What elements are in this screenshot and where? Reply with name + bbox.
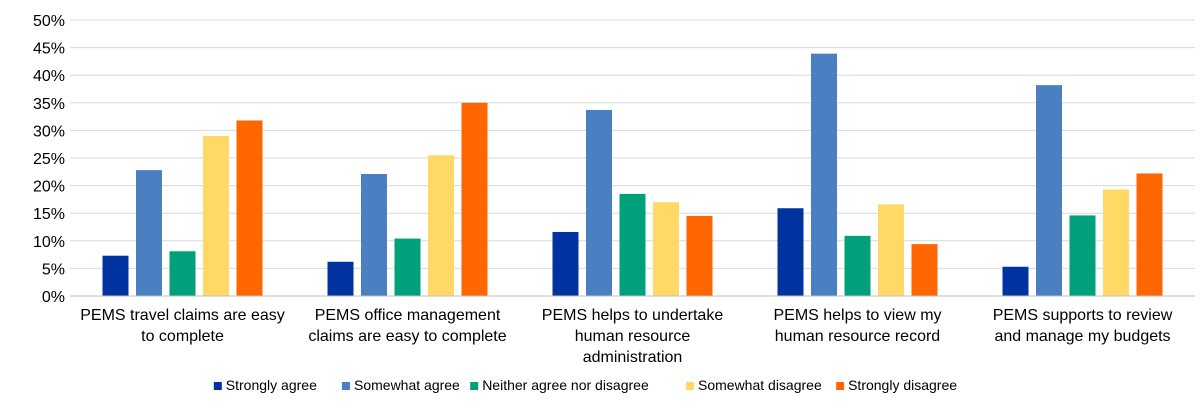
category-label: PEMS travel claims are easy <box>80 307 285 324</box>
bar-somewhat-agree <box>586 109 612 296</box>
bar-somewhat-disagree <box>1103 189 1129 296</box>
legend-label: Strongly disagree <box>848 377 957 393</box>
y-tick-label: 40% <box>33 68 65 85</box>
bar-neither-agree-nor-disagree <box>619 193 646 296</box>
y-tick-label: 25% <box>33 151 65 168</box>
y-tick-label: 20% <box>33 179 65 196</box>
bar-strongly-disagree <box>461 102 488 296</box>
y-tick-label: 50% <box>33 13 65 30</box>
bar-strongly-agree <box>102 255 129 296</box>
bar-strongly-disagree <box>686 215 713 296</box>
legend-label: Somewhat disagree <box>698 377 822 393</box>
y-tick-label: 15% <box>33 206 65 223</box>
y-tick-label: 35% <box>33 96 65 113</box>
category-label: human resource record <box>775 328 940 345</box>
y-tick-label: 45% <box>33 41 65 58</box>
category-label: PEMS helps to undertake <box>542 307 724 324</box>
legend-label: Strongly agree <box>226 377 317 393</box>
legend: Strongly agree Somewhat agree Neither agre… <box>213 377 957 393</box>
legend-label: Neither agree nor disagree <box>482 377 649 393</box>
category-labels: PEMS travel claims are easy to complete PE… <box>80 307 1173 366</box>
legend-swatch <box>836 382 845 390</box>
legend-swatch <box>686 382 694 390</box>
category-label: claims are easy to complete <box>308 328 506 345</box>
category-label: PEMS helps to view my <box>773 307 941 324</box>
bar-strongly-agree <box>777 208 804 296</box>
bar-neither-agree-nor-disagree <box>169 251 196 296</box>
bar-somewhat-disagree <box>878 204 904 296</box>
bar-neither-agree-nor-disagree <box>394 238 421 296</box>
bar-strongly-agree <box>552 231 579 296</box>
bars <box>102 53 1163 297</box>
bar-strongly-disagree <box>1136 173 1163 296</box>
bar-strongly-disagree <box>236 120 263 297</box>
y-tick-label: 0% <box>42 289 65 306</box>
category-label: to complete <box>141 328 224 345</box>
bar-strongly-agree <box>327 261 354 296</box>
legend-swatch <box>470 382 479 390</box>
bar-somewhat-agree <box>1036 85 1062 296</box>
bar-somewhat-agree <box>361 174 387 296</box>
bar-strongly-agree <box>1002 266 1029 296</box>
legend-label: Somewhat agree <box>354 377 460 393</box>
category-label: PEMS supports to review <box>993 307 1173 324</box>
bar-somewhat-disagree <box>203 135 229 296</box>
bar-somewhat-agree <box>811 53 837 297</box>
bar-somewhat-disagree <box>653 202 679 296</box>
bar-somewhat-disagree <box>428 155 454 296</box>
legend-swatch <box>342 382 350 390</box>
category-label: human resource <box>575 328 691 345</box>
bar-somewhat-agree <box>136 170 162 296</box>
y-tick-label: 30% <box>33 123 65 140</box>
category-label: PEMS office management <box>315 307 501 324</box>
y-tick-label: 10% <box>33 234 65 251</box>
y-axis-ticks: 0% 5% 10% 15% 20% 25% 30% 35% 40% 45% 50% <box>33 13 65 306</box>
bar-neither-agree-nor-disagree <box>1069 215 1096 296</box>
y-tick-label: 5% <box>42 261 65 278</box>
category-label: administration <box>583 349 683 366</box>
category-label: and manage my budgets <box>994 328 1170 345</box>
bar-strongly-disagree <box>911 244 938 296</box>
bar-neither-agree-nor-disagree <box>844 235 871 296</box>
legend-swatch <box>213 382 222 390</box>
